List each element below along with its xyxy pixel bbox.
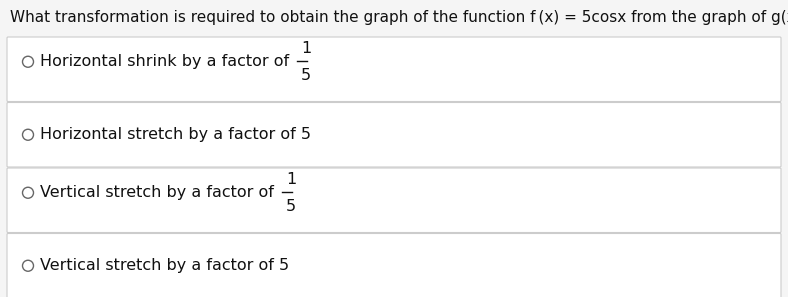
Text: 5: 5 [301,68,311,83]
FancyBboxPatch shape [7,168,781,233]
Text: 1: 1 [301,41,311,56]
Text: What transformation is required to obtain the graph of the function f (x) = 5cos: What transformation is required to obtai… [10,10,788,25]
Text: Vertical stretch by a factor of: Vertical stretch by a factor of [40,185,279,200]
FancyBboxPatch shape [7,102,781,167]
Text: 1: 1 [286,172,296,187]
Text: 5: 5 [286,199,296,214]
Text: Horizontal shrink by a factor of: Horizontal shrink by a factor of [40,54,294,69]
Text: Horizontal stretch by a factor of 5: Horizontal stretch by a factor of 5 [40,127,311,142]
FancyBboxPatch shape [7,233,781,297]
Text: Vertical stretch by a factor of 5: Vertical stretch by a factor of 5 [40,258,289,273]
FancyBboxPatch shape [7,37,781,102]
